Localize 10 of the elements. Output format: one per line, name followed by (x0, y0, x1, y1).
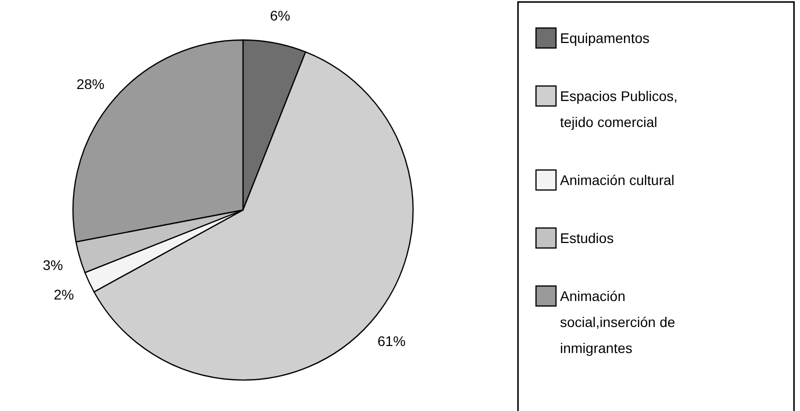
data-label: 3% (42, 257, 63, 274)
data-label: 6% (270, 8, 290, 24)
legend-label: Estudios (560, 230, 614, 246)
legend-label: Equipamentos (560, 30, 650, 46)
legend-label: Animación social,inserción de inmigrantes (560, 288, 676, 356)
legend-label: Animación cultural (560, 172, 674, 188)
data-label: 2% (54, 286, 74, 302)
legend-label: Espacios Publicos, tejido comercial (560, 88, 678, 130)
data-label: 28% (76, 76, 104, 92)
data-label: 61% (378, 332, 406, 349)
